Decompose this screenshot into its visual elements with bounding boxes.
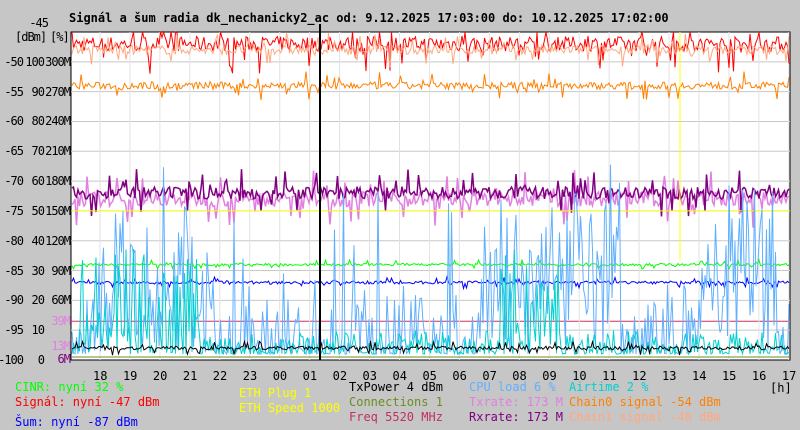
y-tick-dbm: -65 xyxy=(4,144,24,159)
legend-signal: Signál: nyní -47 dBm xyxy=(15,395,160,409)
x-tick-label: 10 xyxy=(572,369,587,383)
legend-cpu: CPU load 6 % xyxy=(469,380,556,394)
y-tick-dbm: -60 xyxy=(4,114,24,129)
y-unit-pct: [%] xyxy=(50,30,70,44)
y-tick-rate: 120M xyxy=(45,233,71,248)
series-line-rxrate xyxy=(71,169,790,217)
legend-eth-speed: ETH Speed 1000 xyxy=(239,401,341,415)
legend-eth-plug: ETH Plug 1 xyxy=(239,386,312,400)
rate-marker-label: 6M xyxy=(57,352,71,366)
y-tick-dbm: -90 xyxy=(4,293,24,308)
y-tick-rate: 90M xyxy=(51,263,71,278)
x-unit: [h] xyxy=(770,381,792,395)
y-tick-rate: 240M xyxy=(45,114,71,129)
legend-airtime: Airtime 2 % xyxy=(569,380,649,394)
x-tick-label: 22 xyxy=(212,369,228,383)
y-tick-rate: 270M xyxy=(45,84,71,99)
legend-txrate: Txrate: 173 M xyxy=(469,395,563,409)
y-tick-rate: 180M xyxy=(45,174,71,189)
y-tick-pct: 20 xyxy=(31,293,45,308)
y-tick-pct: 60 xyxy=(31,174,45,189)
y-tick-dbm: -55 xyxy=(4,84,24,99)
x-tick-label: 15 xyxy=(721,369,737,383)
y-tick-dbm: -45 xyxy=(29,16,49,30)
x-tick-label: 11 xyxy=(602,369,617,383)
y-tick-pct: 70 xyxy=(31,144,45,159)
y-tick-dbm: -80 xyxy=(4,233,24,248)
x-tick-label: 12 xyxy=(632,369,647,383)
x-tick-label: 18 xyxy=(93,369,108,383)
x-tick-label: 16 xyxy=(751,369,767,383)
y-tick-dbm: -70 xyxy=(4,174,24,189)
chart-title: Signál a šum radia dk_nechanicky2_ac od:… xyxy=(69,11,669,25)
y-tick-rate: 210M xyxy=(45,144,71,159)
x-tick-label: 00 xyxy=(272,369,288,383)
legend-noise: Šum: nyní -87 dBm xyxy=(15,415,138,429)
y-tick-dbm: -50 xyxy=(4,54,24,69)
y-tick-pct: 0 xyxy=(37,353,45,367)
series-line-cpu-load xyxy=(71,164,790,356)
y-tick-rate: 150M xyxy=(45,203,71,218)
legend-chain1: Chain1 signal -48 dBm xyxy=(569,410,721,424)
x-tick-label: 13 xyxy=(662,369,677,383)
x-tick-label: 17 xyxy=(781,369,797,383)
y-tick-pct: 50 xyxy=(31,203,45,218)
rate-marker-label: 13M xyxy=(51,339,71,353)
y-tick-pct: 30 xyxy=(31,263,45,278)
x-tick-label: 23 xyxy=(242,369,258,383)
series-line-chain0-signal xyxy=(71,71,790,100)
x-tick-label: 08 xyxy=(512,369,527,383)
x-tick-label: 20 xyxy=(152,369,168,383)
legend-txpower: TxPower 4 dBm xyxy=(349,380,443,394)
series-line--um xyxy=(71,274,790,291)
x-tick-label: 02 xyxy=(332,369,348,383)
y-tick-dbm: -75 xyxy=(4,203,24,218)
x-tick-label: 03 xyxy=(362,369,377,383)
legend-cinr: CINR: nyní 32 % xyxy=(15,380,124,394)
x-tick-label: 05 xyxy=(422,369,437,383)
x-tick-label: 14 xyxy=(692,369,707,383)
x-tick-label: 09 xyxy=(542,369,557,383)
y-tick-dbm: -95 xyxy=(4,323,24,338)
y-tick-dbm: -100 xyxy=(0,353,24,367)
y-tick-pct: 80 xyxy=(31,114,45,129)
x-tick-label: 04 xyxy=(392,369,407,383)
series-line-txpower xyxy=(71,339,790,357)
y-tick-dbm: -85 xyxy=(4,263,24,278)
rate-marker-label: 39M xyxy=(51,314,71,328)
y-tick-rate: 300M xyxy=(45,54,71,69)
x-tick-label: 01 xyxy=(302,369,318,383)
x-tick-label: 06 xyxy=(452,369,467,383)
legend-chain0: Chain0 signal -54 dBm xyxy=(569,395,721,409)
x-tick-label: 21 xyxy=(182,369,198,383)
y-tick-pct: 100 xyxy=(25,54,45,69)
y-tick-pct: 40 xyxy=(31,233,45,248)
y-tick-rate: 60M xyxy=(51,293,71,308)
x-tick-label: 19 xyxy=(122,369,138,383)
x-tick-label: 07 xyxy=(482,369,497,383)
y-unit-dbm: [dBm] xyxy=(15,30,47,44)
legend-freq: Freq 5520 MHz xyxy=(349,410,443,424)
y-tick-pct: 10 xyxy=(31,323,45,338)
legend-connections: Connections 1 xyxy=(349,395,443,409)
legend-rxrate: Rxrate: 173 M xyxy=(469,410,563,424)
y-tick-pct: 90 xyxy=(31,84,45,99)
series-line-chain1-signal xyxy=(71,33,790,68)
